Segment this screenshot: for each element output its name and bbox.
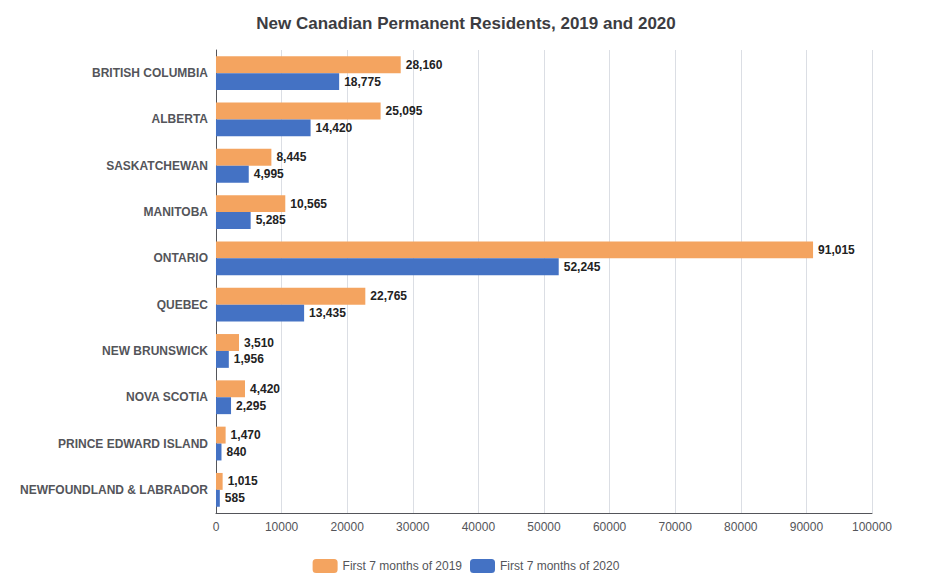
svg-text:ALBERTA: ALBERTA [152, 112, 209, 126]
svg-text:80000: 80000 [724, 520, 758, 534]
svg-text:NEW BRUNSWICK: NEW BRUNSWICK [102, 344, 208, 358]
svg-text:MANITOBA: MANITOBA [144, 205, 209, 219]
svg-text:70000: 70000 [659, 520, 693, 534]
svg-text:13,435: 13,435 [309, 306, 346, 320]
svg-text:New Canadian Permanent Residen: New Canadian Permanent Residents, 2019 a… [256, 14, 676, 33]
svg-text:50000: 50000 [527, 520, 561, 534]
svg-text:NOVA SCOTIA: NOVA SCOTIA [126, 390, 208, 404]
svg-text:First 7 months of 2020: First 7 months of 2020 [500, 559, 620, 573]
svg-text:40000: 40000 [462, 520, 496, 534]
svg-text:91,015: 91,015 [818, 243, 855, 257]
svg-text:8,445: 8,445 [276, 150, 306, 164]
svg-text:840: 840 [226, 445, 246, 459]
svg-text:2,295: 2,295 [236, 399, 266, 413]
svg-text:25,095: 25,095 [386, 104, 423, 118]
svg-text:18,775: 18,775 [344, 75, 381, 89]
svg-text:20000: 20000 [330, 520, 364, 534]
svg-text:10000: 10000 [265, 520, 299, 534]
svg-text:28,160: 28,160 [406, 58, 443, 72]
svg-text:ONTARIO: ONTARIO [154, 251, 208, 265]
svg-text:14,420: 14,420 [316, 121, 353, 135]
svg-text:1,956: 1,956 [234, 352, 264, 366]
svg-text:4,995: 4,995 [254, 167, 284, 181]
svg-text:SASKATCHEWAN: SASKATCHEWAN [106, 159, 208, 173]
svg-text:1,015: 1,015 [228, 474, 258, 488]
svg-text:22,765: 22,765 [370, 289, 407, 303]
svg-text:100000: 100000 [852, 520, 892, 534]
svg-text:52,245: 52,245 [564, 260, 601, 274]
svg-text:0: 0 [213, 520, 220, 534]
svg-text:BRITISH COLUMBIA: BRITISH COLUMBIA [92, 66, 208, 80]
svg-text:30000: 30000 [396, 520, 430, 534]
svg-text:10,565: 10,565 [290, 197, 327, 211]
svg-text:First 7 months of 2019: First 7 months of 2019 [343, 559, 463, 573]
svg-text:4,420: 4,420 [250, 382, 280, 396]
svg-text:5,285: 5,285 [256, 213, 286, 227]
svg-text:90000: 90000 [790, 520, 824, 534]
svg-text:NEWFOUNDLAND & LABRADOR: NEWFOUNDLAND & LABRADOR [20, 483, 208, 497]
svg-text:60000: 60000 [593, 520, 627, 534]
svg-text:PRINCE EDWARD ISLAND: PRINCE EDWARD ISLAND [58, 437, 208, 451]
svg-text:585: 585 [225, 491, 245, 505]
svg-text:3,510: 3,510 [244, 336, 274, 350]
svg-text:QUEBEC: QUEBEC [157, 298, 209, 312]
svg-text:1,470: 1,470 [231, 428, 261, 442]
